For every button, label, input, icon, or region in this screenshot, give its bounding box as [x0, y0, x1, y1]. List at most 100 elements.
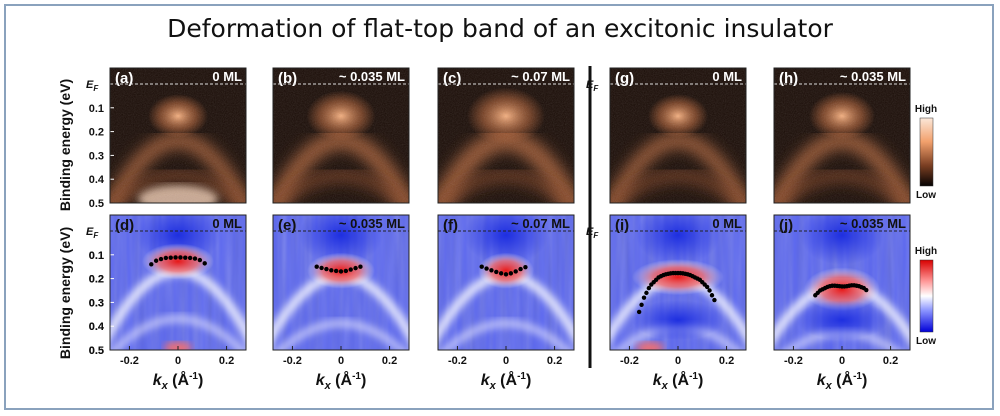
dispersion-point	[353, 265, 358, 271]
colorbar-top-high: High	[915, 104, 937, 115]
ef-label: EF	[86, 226, 99, 240]
dispersion-point	[709, 293, 715, 298]
x-axis-label: kx (Å-1)	[817, 370, 868, 392]
blue-region	[636, 215, 720, 265]
coverage-label: 0 ML	[212, 216, 242, 231]
x-tick-label: 0	[503, 355, 509, 367]
y-tick-label: 0.5	[89, 198, 104, 210]
blue-region	[800, 215, 884, 265]
noise-texture	[273, 68, 409, 203]
coverage-label: ~ 0.035 ML	[840, 69, 906, 84]
dispersion-point	[489, 268, 494, 273]
slide-title: Deformation of flat-top band of an excit…	[167, 14, 833, 43]
dispersion-point	[348, 267, 353, 272]
panel-frame	[773, 67, 911, 204]
panel-tag: (a)	[115, 70, 133, 87]
noise-texture	[774, 68, 910, 203]
y-axis-label-top: Binding energy (eV)	[57, 79, 73, 211]
dispersion-point	[498, 271, 504, 276]
dispersion-point	[513, 269, 518, 274]
x-tick-label: 0.2	[219, 355, 234, 367]
y-tick-label: 0.2	[89, 127, 104, 139]
dispersion-point	[168, 255, 173, 260]
y-tick-label: 0.3	[89, 297, 104, 309]
dispersion-point	[329, 268, 334, 273]
dispersion-point	[641, 295, 647, 300]
noise-texture	[610, 68, 746, 203]
panel-tag: (d)	[115, 217, 134, 234]
panel-tag: (b)	[278, 70, 297, 87]
dispersion-point	[324, 266, 329, 272]
dispersion-point	[358, 264, 363, 269]
band-dispersion	[275, 320, 407, 350]
colorbar-bottom-low: Low	[916, 336, 936, 347]
noise-texture	[110, 68, 246, 203]
y-tick-label: 0.4	[89, 174, 105, 186]
panel-tag: (c)	[443, 70, 461, 87]
coverage-label: ~ 0.035 ML	[339, 69, 405, 84]
ef-label: EF	[586, 79, 599, 93]
dispersion-point	[149, 262, 154, 267]
dispersion-point	[333, 268, 339, 274]
colorbar-top-scale	[919, 117, 934, 187]
panel-tag: (f)	[443, 217, 458, 234]
dispersion-point	[523, 264, 528, 270]
arpes-panel-h: (h) ~ 0.035 ML	[774, 68, 910, 203]
flat-top-intensity	[142, 243, 214, 280]
arpes-panel-a: (a) 0 ML	[110, 68, 246, 203]
arpes-panel-g: (g) 0 ML	[610, 68, 746, 203]
colorbar-top: High Low	[915, 104, 937, 201]
panel-tag: (j)	[779, 217, 793, 234]
dispersion-point	[343, 268, 349, 274]
panel-tag: (h)	[779, 70, 798, 87]
y-tick-label: 0.5	[89, 345, 104, 357]
curvature-panel-j: (j) ~ 0.035 ML	[774, 215, 910, 350]
panel-frame	[272, 67, 410, 204]
x-tick-label: -0.2	[120, 355, 139, 367]
noise-texture	[438, 68, 574, 203]
coverage-label: 0 ML	[712, 69, 742, 84]
x-tick-label: 0.2	[719, 355, 734, 367]
dispersion-point	[712, 297, 717, 303]
dispersion-point	[319, 265, 324, 271]
x-tick-label: 0	[338, 355, 344, 367]
coverage-label: ~ 0.035 ML	[339, 216, 405, 231]
flat-top-intensity	[478, 252, 534, 289]
dispersion-point	[479, 264, 484, 269]
dispersion-point	[503, 272, 509, 277]
blue-region	[464, 215, 548, 265]
dispersion-point	[494, 269, 499, 275]
coverage-label: ~ 0.035 ML	[840, 216, 906, 231]
x-tick-label: -0.2	[283, 355, 302, 367]
dispersion-point	[639, 302, 644, 307]
coverage-label: ~ 0.07 ML	[511, 69, 570, 84]
coverage-label: ~ 0.07 ML	[511, 216, 570, 231]
y-tick-label: 0.1	[89, 103, 104, 115]
x-tick-label: 0.2	[382, 355, 397, 367]
dispersion-point	[338, 269, 344, 274]
curvature-panel-e: (e) ~ 0.035 ML	[273, 215, 409, 350]
dispersion-point	[864, 287, 869, 293]
curvature-panels-row: (d) 0 ML EF 0.1 0.2 0.3 0.4 0.5 -0.2 0 0.2 kx (Å-1)…	[86, 214, 911, 392]
dispersion-point	[508, 271, 514, 276]
panel-tag: (e)	[278, 217, 296, 234]
y-tick-label: 0.3	[89, 297, 104, 309]
y-tick-label: 0.5	[89, 345, 104, 357]
ef-label: EF	[586, 226, 599, 240]
dispersion-point	[484, 266, 489, 271]
x-tick-label: -0.2	[448, 355, 467, 367]
x-tick-label: 0	[675, 355, 681, 367]
dispersion-point	[192, 256, 198, 261]
y-tick-label: 0.4	[89, 321, 105, 333]
dispersion-point	[644, 290, 649, 296]
x-axis-label: kx (Å-1)	[316, 370, 367, 392]
arpes-panels-row: (a) 0 ML EF 0.1 0.2 0.3 0.4 0.5 (b) ~ 0.035 ML (c)…	[86, 67, 911, 210]
x-tick-label: 0.2	[883, 355, 898, 367]
blue-region	[796, 300, 888, 340]
dispersion-point	[636, 309, 642, 315]
y-tick-label: 0.4	[89, 321, 105, 333]
x-axis-label: kx (Å-1)	[481, 370, 532, 392]
band-dispersion	[440, 320, 572, 350]
dispersion-point	[707, 288, 712, 293]
